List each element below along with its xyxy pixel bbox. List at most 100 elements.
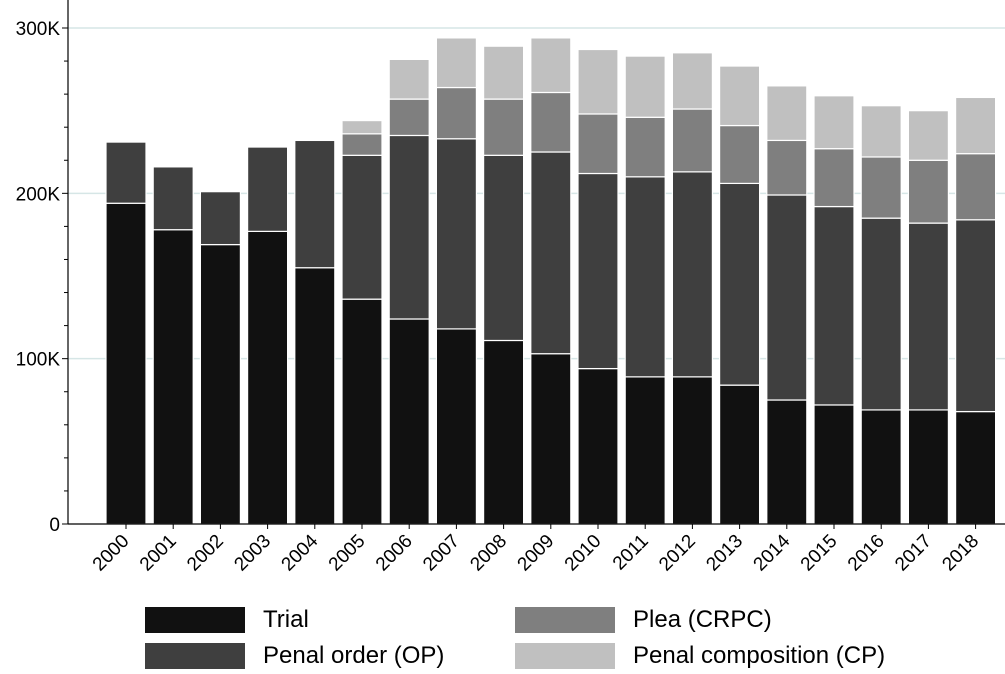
bar-plea-crpc--2014 [766,139,808,196]
x-tick-label-2012: 2012 [655,531,700,576]
bar-penal-composition-cp--2017 [907,110,950,161]
legend-swatch-penal-composition [515,643,615,669]
bar-penal-order-op--2008 [483,154,525,342]
y-tick-label-0: 0 [49,515,60,536]
legend-item-trial: Trial [145,606,309,634]
x-tick-label-2009: 2009 [514,531,559,576]
legend-label-trial: Trial [263,606,309,633]
x-tick-label-2003: 2003 [230,531,275,576]
bar-trial-2014 [766,399,808,525]
bar-penal-order-op--2006 [388,134,430,320]
bar-trial-2016 [860,409,902,525]
bar-plea-crpc--2015 [813,148,855,208]
bar-penal-composition-cp--2018 [954,96,997,155]
bar-trial-2013 [718,384,761,525]
legend-item-penal-order: Penal order (OP) [145,642,444,670]
bar-trial-2001 [152,229,194,525]
bar-plea-crpc--2013 [718,124,761,185]
legend-label-penal-composition: Penal composition (CP) [633,642,886,669]
bar-penal-order-op--2010 [577,172,619,370]
bar-plea-crpc--2011 [624,116,666,178]
bar-penal-order-op--2015 [813,205,855,406]
x-tick-label-2013: 2013 [702,531,747,576]
bar-trial-2003 [247,230,289,525]
bar-penal-order-op--2018 [954,219,997,413]
bar-penal-composition-cp--2014 [766,85,808,142]
bar-trial-2017 [907,409,950,525]
x-tick-label-2014: 2014 [750,530,795,575]
legend-swatch-trial [145,607,245,633]
bar-plea-crpc--2010 [577,113,619,175]
x-tick-label-2007: 2007 [419,531,464,576]
bar-penal-order-op--2005 [341,154,383,300]
x-tick-label-2002: 2002 [183,531,228,576]
bar-penal-composition-cp--2010 [577,48,619,115]
bar-penal-composition-cp--2005 [341,119,383,135]
legend-item-penal-composition: Penal composition (CP) [515,642,885,670]
x-tick-label-2018: 2018 [938,531,983,576]
bar-penal-composition-cp--2009 [530,37,572,94]
bar-plea-crpc--2012 [671,108,714,173]
x-tick-label-2008: 2008 [466,531,511,576]
x-tick-label-2011: 2011 [609,531,653,575]
bar-plea-crpc--2005 [341,133,383,156]
bar-trial-2010 [577,367,619,525]
x-tick-label-2015: 2015 [797,531,842,576]
bar-plea-crpc--2016 [860,156,902,219]
bar-trial-2015 [813,404,855,525]
bar-trial-2000 [105,202,147,525]
bar-penal-composition-cp--2011 [624,55,666,118]
bar-penal-order-op--2011 [624,176,666,378]
legend-label-plea: Plea (CRPC) [633,606,772,633]
bar-penal-order-op--2000 [105,141,147,204]
x-tick-label-2016: 2016 [844,531,889,576]
bar-penal-composition-cp--2013 [718,65,761,127]
bar-penal-order-op--2002 [199,191,241,246]
bar-penal-order-op--2004 [294,139,336,269]
x-tick-label-2001: 2001 [136,531,181,576]
bar-penal-composition-cp--2012 [671,52,714,110]
bar-trial-2009 [530,353,572,525]
bar-penal-order-op--2013 [718,182,761,386]
bar-plea-crpc--2017 [907,159,950,224]
bar-plea-crpc--2008 [483,98,525,156]
bar-penal-composition-cp--2006 [388,58,430,100]
bar-plea-crpc--2009 [530,91,572,153]
bar-trial-2002 [199,243,241,525]
bar-trial-2004 [294,267,336,525]
bar-trial-2012 [671,376,714,525]
y-tick-label-1: 100K [16,350,61,371]
y-tick-label-2: 200K [16,184,61,205]
bar-penal-composition-cp--2016 [860,105,902,158]
bar-penal-order-op--2017 [907,222,950,411]
legend-item-plea: Plea (CRPC) [515,606,772,634]
x-tick-label-2010: 2010 [561,531,606,576]
legend: Trial Plea (CRPC) Penal order (OP) Penal… [145,606,945,670]
bar-trial-2008 [483,339,525,525]
bar-penal-order-op--2003 [247,146,289,232]
bar-trial-2005 [341,298,383,525]
bar-penal-order-op--2007 [435,138,477,330]
legend-label-penal-order: Penal order (OP) [263,642,445,669]
y-tick-label-3: 300K [16,19,61,40]
bar-penal-order-op--2014 [766,194,808,401]
bar-trial-2006 [388,318,430,525]
legend-swatch-plea [515,607,615,633]
bar-penal-order-op--2012 [671,171,714,378]
x-tick-label-2006: 2006 [372,531,417,576]
bar-penal-composition-cp--2015 [813,95,855,150]
bar-plea-crpc--2007 [435,86,477,140]
bar-trial-2011 [624,376,666,525]
x-tick-label-2004: 2004 [278,530,323,575]
bar-plea-crpc--2018 [954,153,997,221]
legend-swatch-penal-order [145,643,245,669]
bar-penal-composition-cp--2007 [435,37,477,89]
bar-penal-order-op--2009 [530,151,572,355]
bar-penal-order-op--2016 [860,217,902,411]
bar-penal-composition-cp--2008 [483,45,525,100]
x-tick-label-2000: 2000 [89,531,134,576]
x-tick-label-2017: 2017 [891,531,936,576]
bar-trial-2007 [435,328,477,525]
bar-penal-order-op--2001 [152,166,194,231]
